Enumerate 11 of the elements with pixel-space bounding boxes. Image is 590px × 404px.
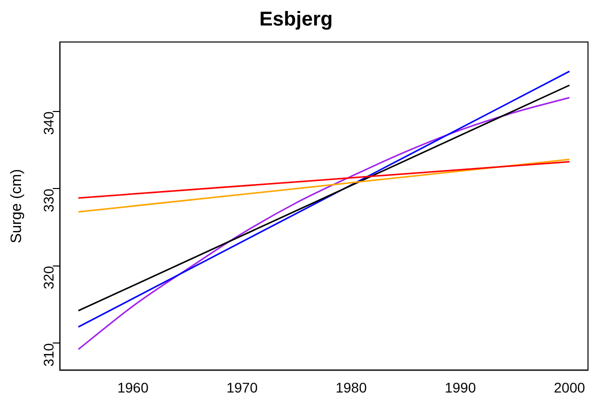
- x-tick-label: 1960: [117, 379, 149, 396]
- y-tick-label: 330: [40, 188, 57, 212]
- x-tick-label: 1970: [226, 379, 258, 396]
- y-tick-label: 310: [40, 342, 57, 367]
- chart-title: Esbjerg: [259, 8, 333, 31]
- x-tick-label: 2000: [554, 379, 586, 396]
- x-tick-label: 1990: [444, 379, 476, 396]
- y-tick-label: 340: [40, 111, 57, 135]
- x-tick-label: 1980: [336, 379, 367, 396]
- y-axis-title: Surge (cm): [8, 169, 26, 244]
- y-tick-label: 320: [40, 266, 57, 290]
